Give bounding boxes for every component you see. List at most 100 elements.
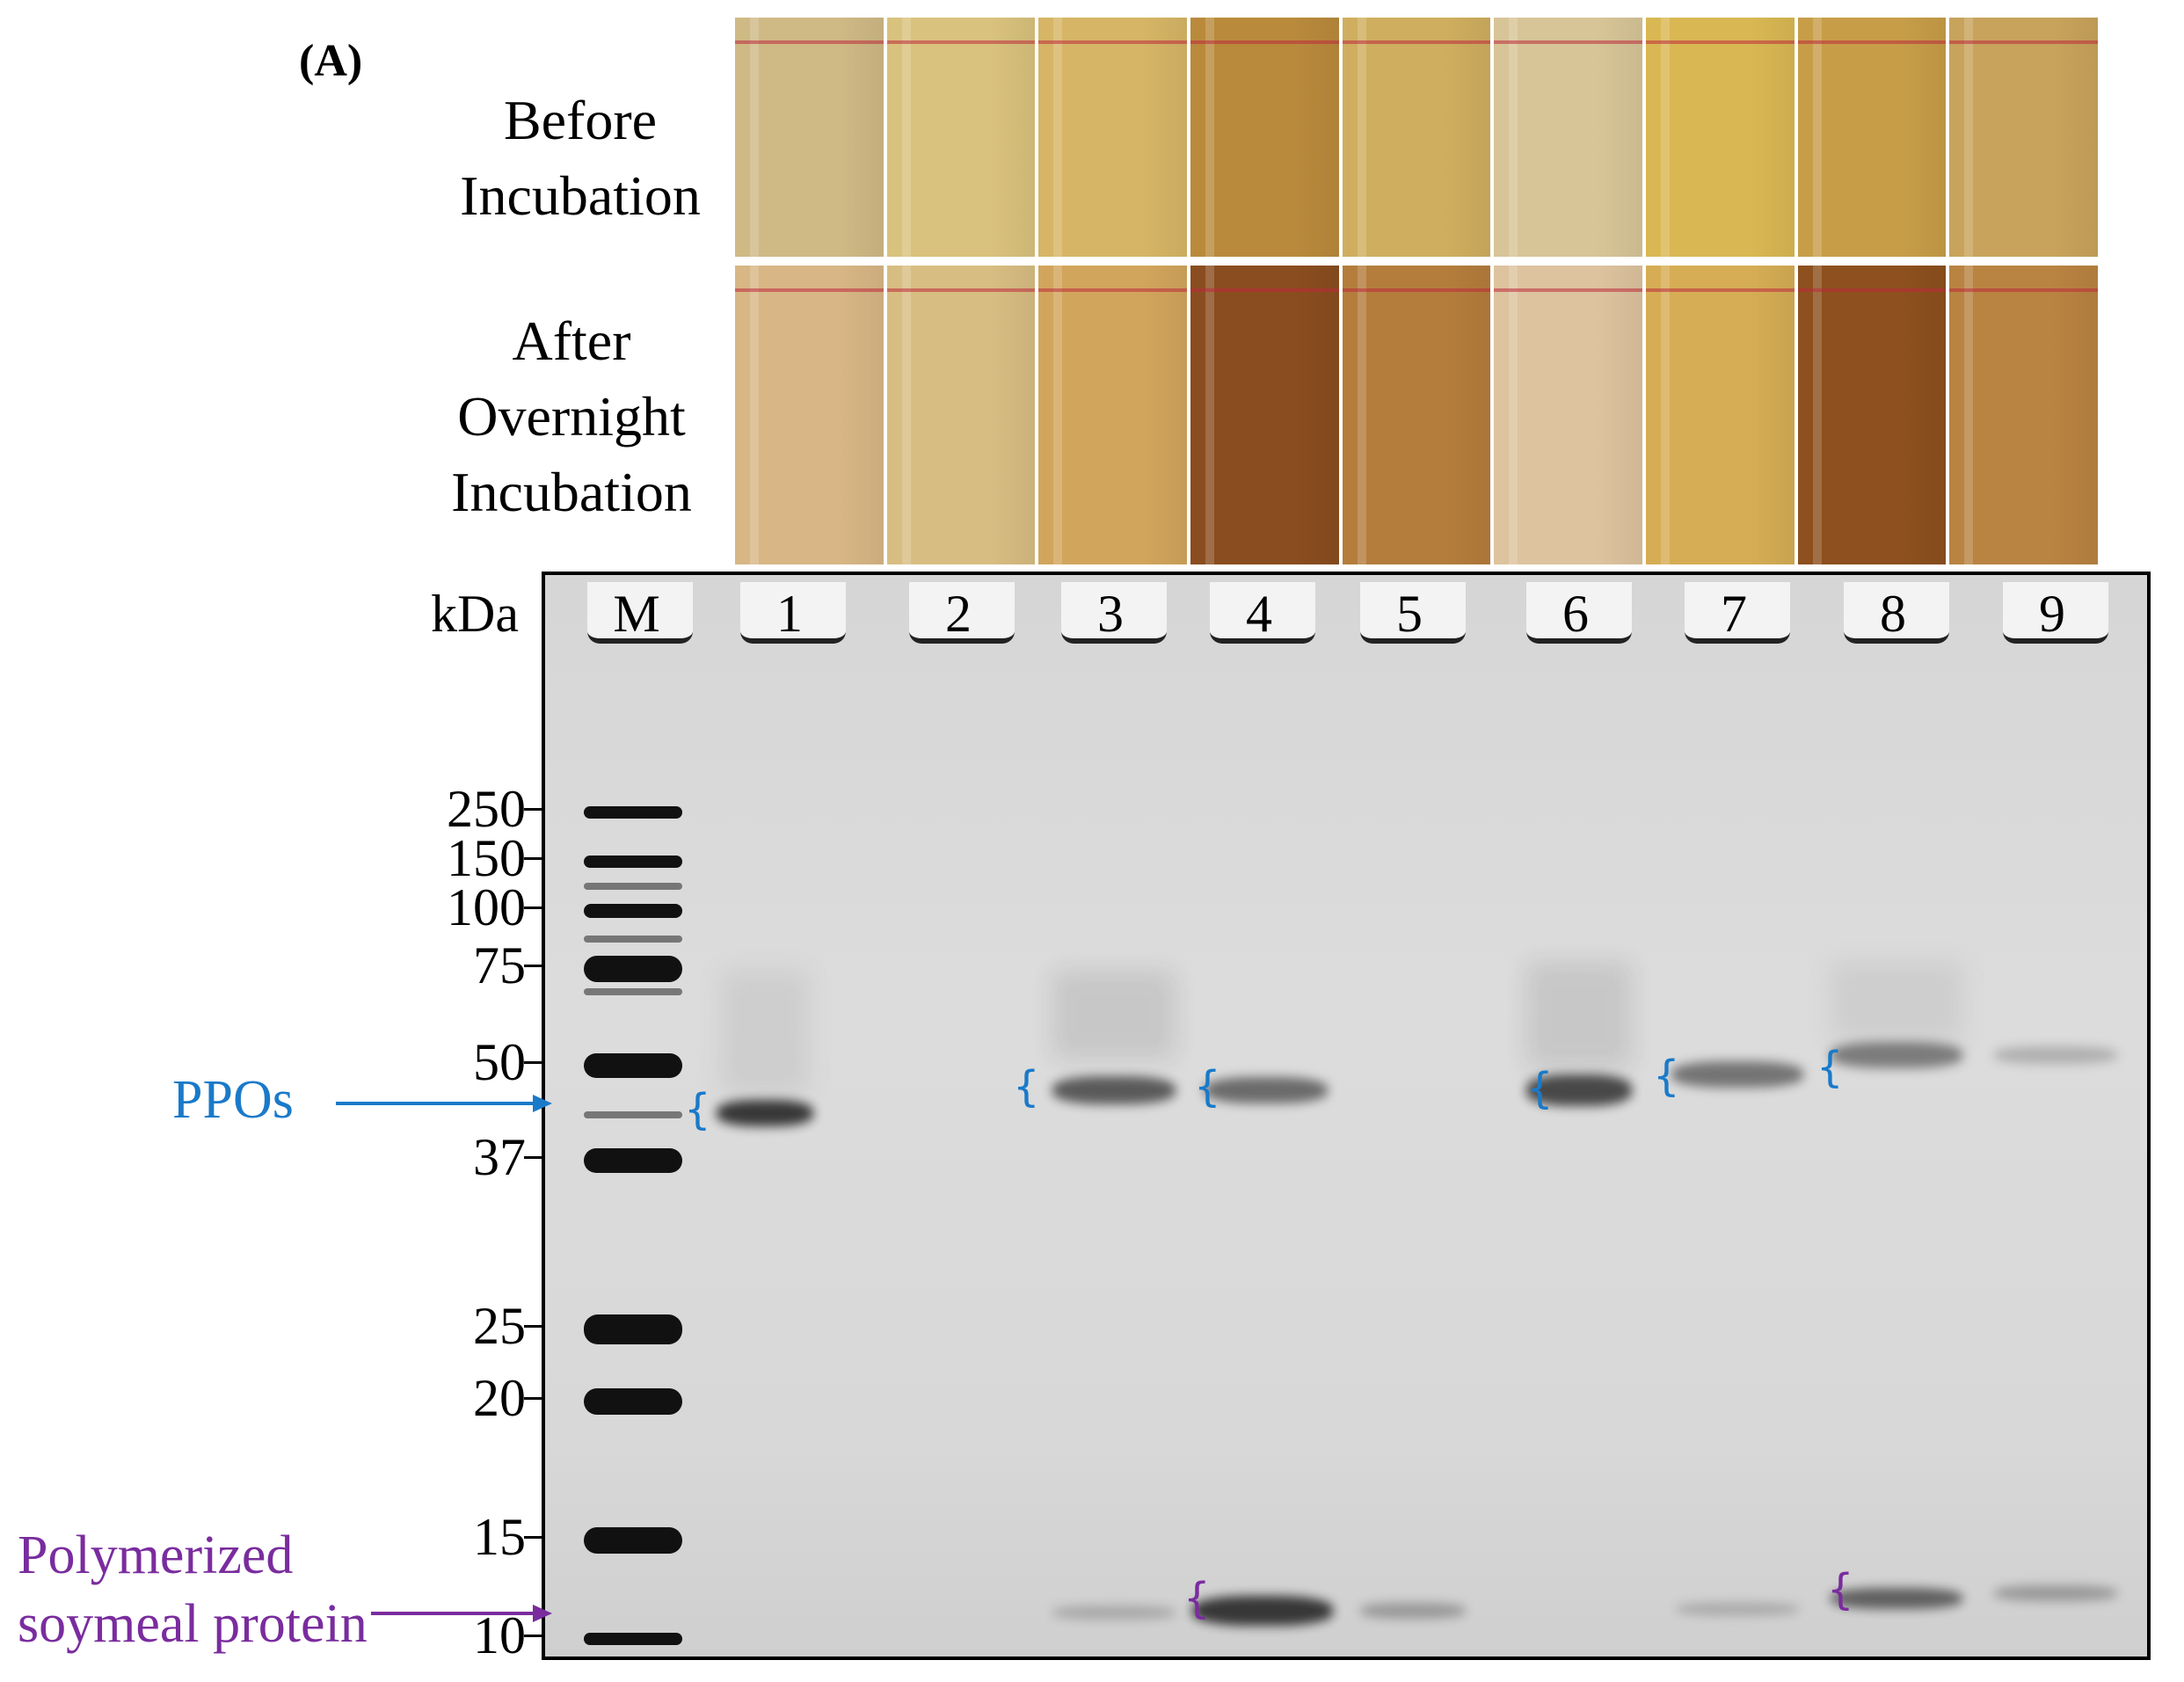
gel-well [587, 582, 693, 644]
before-label-text: Before Incubation [460, 89, 701, 227]
polymerized-band [1676, 1603, 1799, 1615]
marker-label: 150 [447, 829, 526, 887]
ladder-band [584, 1148, 682, 1173]
ladder-band [584, 956, 682, 982]
gel-well [1526, 582, 1632, 644]
ppo-band [1205, 1077, 1328, 1103]
lane-label: M [613, 585, 660, 643]
ppo-bracket-icon: { [1526, 1064, 1554, 1113]
ppo-bracket-icon: { [1653, 1052, 1680, 1101]
marker-label: 100 [447, 878, 526, 936]
polymerized-band [1994, 1585, 2117, 1601]
after-tube [1038, 266, 1188, 564]
marker-label: 50 [473, 1033, 526, 1091]
gel-well [1844, 582, 1949, 644]
kda-label: kDa [431, 585, 519, 643]
marker-label: 15 [473, 1508, 526, 1566]
before-tube [1797, 18, 1947, 257]
marker-tick [524, 857, 543, 860]
marker-label: 250 [447, 780, 526, 838]
lane-label: 3 [1097, 585, 1124, 643]
ppo-bracket-icon: { [1013, 1062, 1040, 1111]
after-tube [1494, 266, 1643, 564]
after-tube [886, 266, 1036, 564]
lane-label: 8 [1880, 585, 1906, 643]
tubes-before-incubation [735, 18, 2098, 257]
after-incubation-label: After Overnight Incubation [413, 303, 730, 530]
after-tube [1646, 266, 1795, 564]
lane-label: 9 [2039, 585, 2065, 643]
after-tube [1797, 266, 1947, 564]
lane-label: 7 [1721, 585, 1747, 643]
ppo-band [1526, 1074, 1632, 1106]
ladder-band [584, 1388, 682, 1415]
panel-label: (A) [299, 36, 363, 86]
marker-label: 37 [473, 1128, 526, 1186]
lane-smear [1052, 971, 1176, 1059]
polymerized-protein-text: Polymerized soymeal protein [18, 1525, 368, 1654]
gel-well [1685, 582, 1790, 644]
after-label-text: After Overnight Incubation [451, 309, 692, 523]
marker-tick [524, 1156, 543, 1159]
ppo-band [1994, 1046, 2117, 1064]
gel-well [1210, 582, 1315, 644]
ladder-band [584, 1633, 682, 1645]
gel-well [1061, 582, 1167, 644]
ppo-band [1671, 1061, 1803, 1088]
ladder-faint-band [584, 936, 682, 943]
before-incubation-label: Before Incubation [422, 83, 739, 234]
tubes-after-incubation [735, 266, 2098, 564]
polymerized-band [1052, 1606, 1176, 1620]
lane-smear [1526, 962, 1632, 1067]
polymerized-band [1360, 1603, 1466, 1619]
gel-well [1360, 582, 1466, 644]
before-tube [735, 18, 884, 257]
ladder-faint-band [584, 883, 682, 890]
marker-tick [524, 808, 543, 811]
before-tube [1646, 18, 1795, 257]
polymerized-bracket-icon: { [1827, 1565, 1854, 1614]
sds-page-gel [542, 572, 2151, 1660]
polymerized-bracket-icon: { [1183, 1574, 1211, 1623]
gel-well [740, 582, 846, 644]
marker-tick [524, 907, 543, 909]
before-tube [886, 18, 1036, 257]
before-tube [1949, 18, 2098, 257]
ladder-band [584, 1053, 682, 1078]
ppo-band [1052, 1076, 1176, 1104]
before-tube [1494, 18, 1643, 257]
lane-label: 4 [1246, 585, 1272, 643]
ppos-arrow-icon [336, 1095, 552, 1112]
ppos-annotation: PPOs [172, 1070, 294, 1130]
marker-tick [524, 965, 543, 967]
lane-smear [1831, 962, 1962, 1041]
ppo-band [1831, 1042, 1962, 1068]
before-tube [1038, 18, 1188, 257]
marker-tick [524, 1536, 543, 1539]
lane-label: 1 [776, 585, 803, 643]
marker-label: 75 [473, 936, 526, 994]
polymerized-band [1192, 1596, 1333, 1626]
lane-label: 5 [1396, 585, 1423, 643]
ladder-faint-band [584, 1111, 682, 1118]
polymerized-protein-annotation: Polymerized soymeal protein [18, 1521, 368, 1658]
lane-label: 2 [945, 585, 972, 643]
lane-label: 6 [1562, 585, 1589, 643]
ppo-bracket-icon: { [684, 1085, 711, 1134]
marker-label: 25 [473, 1297, 526, 1355]
gel-well [909, 582, 1015, 644]
marker-label: 10 [473, 1606, 526, 1664]
before-tube [1342, 18, 1491, 257]
ladder-band [584, 806, 682, 819]
ladder-band [584, 1527, 682, 1554]
ladder-band [584, 1314, 682, 1344]
after-tube [1342, 266, 1491, 564]
ppo-bracket-icon: { [1816, 1043, 1844, 1092]
after-tube [1190, 266, 1339, 564]
before-tube [1190, 18, 1339, 257]
marker-tick [524, 1061, 543, 1064]
after-tube [1949, 266, 2098, 564]
marker-label: 20 [473, 1369, 526, 1427]
ppo-bracket-icon: { [1194, 1062, 1221, 1111]
ppo-band [717, 1100, 813, 1126]
